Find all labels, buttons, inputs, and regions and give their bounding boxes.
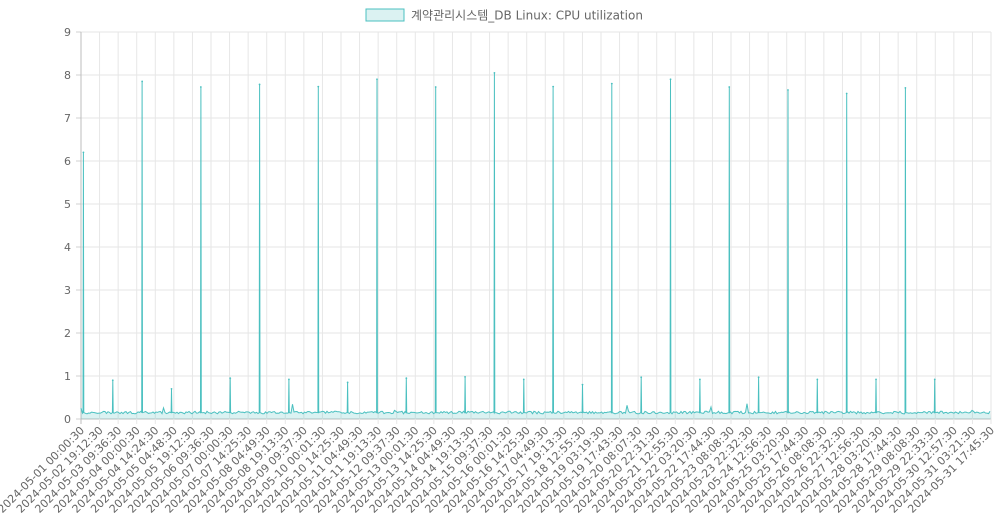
y-tick-label: 5 — [64, 198, 71, 211]
data-point — [317, 85, 320, 88]
data-point — [610, 82, 613, 85]
data-point — [141, 80, 144, 83]
y-tick-label: 4 — [64, 241, 71, 254]
y-tick-label: 9 — [64, 26, 71, 39]
data-point — [493, 71, 496, 74]
data-point — [757, 376, 760, 379]
data-point — [728, 86, 731, 88]
data-point — [229, 377, 232, 380]
data-point — [111, 379, 114, 382]
data-point — [552, 85, 555, 88]
data-point — [875, 378, 877, 381]
y-tick-label: 1 — [64, 370, 71, 383]
legend[interactable]: 계약관리시스템_DB Linux: CPU utilization — [365, 8, 643, 23]
data-point — [434, 86, 437, 88]
data-point — [640, 376, 643, 379]
y-tick-label: 3 — [64, 284, 71, 297]
y-tick-label: 8 — [64, 69, 71, 82]
data-point — [845, 92, 848, 95]
y-tick-label: 6 — [64, 155, 71, 168]
data-point — [405, 377, 408, 380]
data-point — [170, 388, 173, 390]
data-point — [464, 375, 466, 378]
series-layer — [80, 71, 991, 420]
y-tick-label: 2 — [64, 327, 71, 340]
grid — [76, 31, 992, 424]
data-point — [933, 378, 936, 381]
data-point — [376, 78, 378, 81]
data-point — [904, 87, 907, 89]
series-line — [80, 72, 991, 415]
data-point — [82, 151, 85, 154]
y-tick-label: 0 — [64, 413, 71, 426]
y-axis: 0 1 2 3 4 5 6 7 8 9 — [64, 26, 71, 426]
legend-swatch — [365, 8, 405, 22]
data-point — [199, 86, 202, 88]
y-tick-label: 7 — [64, 112, 71, 125]
data-point — [258, 83, 261, 86]
data-point — [522, 378, 525, 381]
data-point — [669, 78, 672, 81]
data-point — [816, 378, 819, 381]
data-point — [787, 89, 789, 91]
legend-label: 계약관리시스템_DB Linux: CPU utilization — [411, 8, 643, 23]
data-point — [699, 378, 701, 381]
data-point — [288, 378, 290, 381]
data-point — [346, 381, 349, 384]
data-point — [581, 383, 584, 386]
series-area — [81, 72, 991, 420]
